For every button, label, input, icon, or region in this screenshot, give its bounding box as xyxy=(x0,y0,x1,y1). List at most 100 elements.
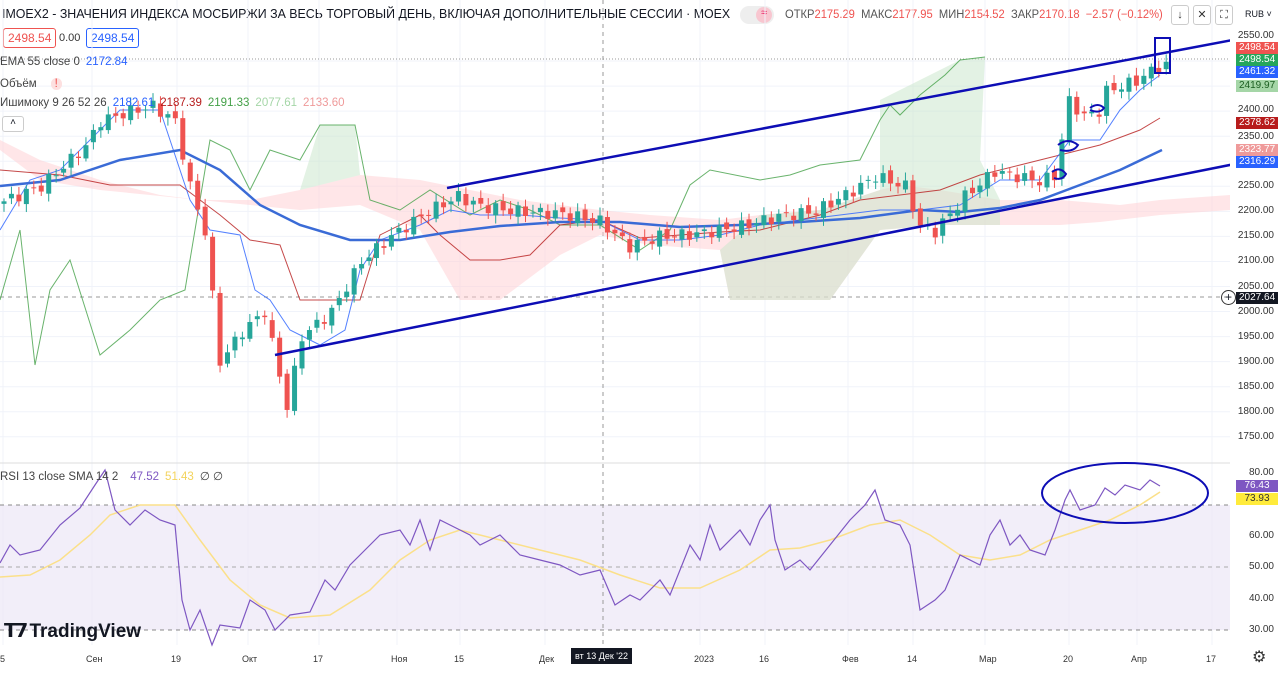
candle xyxy=(1104,85,1110,116)
candle xyxy=(500,201,506,211)
candle xyxy=(180,118,186,160)
candle xyxy=(1126,77,1132,92)
candle xyxy=(254,316,260,320)
price-axis-label: 1850.00 xyxy=(1237,381,1274,392)
add-plus-icon[interactable]: + xyxy=(1221,290,1236,305)
candle xyxy=(1044,172,1050,188)
resistance-trendline[interactable] xyxy=(446,33,1230,190)
candle xyxy=(1007,171,1013,173)
highlight-box[interactable] xyxy=(1154,37,1171,74)
candle xyxy=(16,194,22,202)
candle xyxy=(321,322,327,324)
chart-canvas[interactable] xyxy=(0,0,1230,677)
candle xyxy=(545,210,551,219)
fullscreen-button[interactable]: ⛶ xyxy=(1215,5,1233,25)
candle xyxy=(932,227,938,238)
volume-legend[interactable]: Объём! xyxy=(0,78,62,90)
price-tag: 2378.62 xyxy=(1236,117,1278,129)
arrow-down-button[interactable]: ↓ xyxy=(1171,5,1189,25)
price-axis-label: 2100.00 xyxy=(1237,255,1274,266)
candle xyxy=(31,187,37,189)
candle xyxy=(880,173,886,183)
candle xyxy=(1022,173,1028,181)
candle xyxy=(709,232,715,238)
candle xyxy=(895,182,901,187)
candle xyxy=(604,217,610,233)
time-axis-label: Ноя xyxy=(391,654,408,664)
candle xyxy=(560,207,566,213)
candle xyxy=(225,352,230,364)
time-axis-label: 20 xyxy=(1063,654,1074,664)
price-tag: 2419.97 xyxy=(1236,80,1278,92)
price-tag: 2498.54 xyxy=(1236,42,1278,54)
spread: 0.00 xyxy=(59,32,81,44)
candle xyxy=(1096,114,1102,117)
currency-select[interactable]: RUB ˅ xyxy=(1245,9,1272,19)
candle xyxy=(448,201,454,205)
candle xyxy=(731,229,737,232)
candle xyxy=(403,229,409,233)
candle xyxy=(299,341,305,369)
candle xyxy=(664,229,670,239)
candle xyxy=(984,172,990,189)
candle xyxy=(523,206,528,216)
collapse-button[interactable]: ✕ xyxy=(1193,5,1211,25)
candle xyxy=(336,297,342,306)
candle xyxy=(374,243,379,259)
rsi-axis-label: 30.00 xyxy=(1248,624,1274,635)
candle xyxy=(582,209,588,221)
candle xyxy=(508,208,514,215)
candle xyxy=(1148,66,1154,79)
candle xyxy=(411,216,417,235)
price-axis-label: 2550.00 xyxy=(1237,30,1274,41)
candle xyxy=(98,127,104,131)
price-tag: 2498.54 xyxy=(1236,54,1278,66)
candle xyxy=(753,223,759,226)
candle xyxy=(910,180,916,212)
candle xyxy=(642,236,648,241)
candle xyxy=(694,232,700,238)
candle xyxy=(768,217,774,225)
candle xyxy=(128,105,134,121)
candle xyxy=(441,202,447,208)
approx-icon: ≈ xyxy=(756,7,772,23)
candle xyxy=(947,213,953,217)
candle xyxy=(672,236,677,238)
candle xyxy=(724,222,730,230)
collapse-legend-button[interactable]: ˄ xyxy=(2,116,24,132)
tradingview-logo[interactable]: 𝗧𝟳 TradingView xyxy=(4,621,142,642)
candle xyxy=(418,214,424,217)
candle xyxy=(359,264,365,269)
ichimoku-legend[interactable]: Ишимоку 9 26 52 26 2182.61 2187.39 2191.33 2… xyxy=(0,97,345,109)
candle xyxy=(46,173,52,194)
time-axis-label: 16 xyxy=(759,654,770,664)
rsi-legend[interactable]: RSI 13 close SMA 14 2 47.52 51.43 ∅ ∅ xyxy=(0,471,224,483)
candle xyxy=(478,197,484,204)
rsi-axis-label: 60.00 xyxy=(1248,530,1274,541)
ema-legend[interactable]: EMA 55 close 0 2172.84 xyxy=(0,56,128,68)
candle xyxy=(470,200,476,205)
candle xyxy=(917,208,923,226)
candle xyxy=(962,190,968,212)
candle xyxy=(485,205,491,214)
candle xyxy=(850,192,856,197)
time-axis-label: 14 xyxy=(907,654,918,664)
candle xyxy=(210,236,216,291)
candle xyxy=(992,172,998,177)
price-axis-label: 2400.00 xyxy=(1237,104,1274,115)
candle xyxy=(1111,82,1117,91)
price-axis-label: 2150.00 xyxy=(1237,230,1274,241)
candle xyxy=(821,201,826,218)
buy-price-button[interactable]: 2498.54 xyxy=(86,28,140,48)
settings-gear-icon[interactable]: ⚙ xyxy=(1252,649,1267,666)
time-axis-label: Мар xyxy=(979,654,997,664)
candle xyxy=(306,330,312,340)
price-axis-label: 2200.00 xyxy=(1237,205,1274,216)
sell-price-button[interactable]: 2498.54 xyxy=(3,28,57,48)
handdrawn-mark xyxy=(1057,140,1080,152)
candle xyxy=(262,315,268,318)
time-axis-label: 19 xyxy=(171,654,182,664)
support-trendline[interactable] xyxy=(274,155,1230,357)
candle xyxy=(1029,170,1035,181)
warning-icon[interactable]: ! xyxy=(50,78,62,90)
